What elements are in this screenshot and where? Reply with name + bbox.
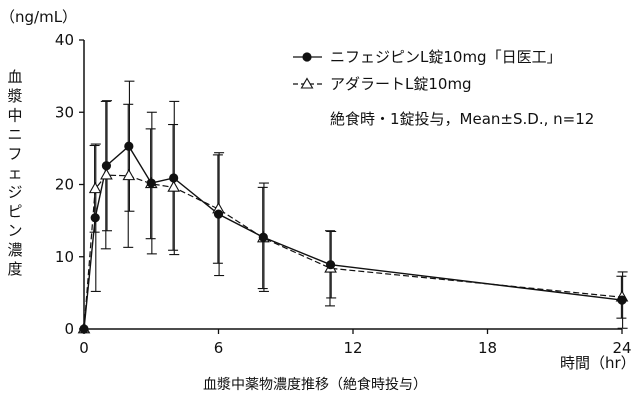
data-point-triangle [100, 168, 113, 180]
data-point-triangle [88, 181, 102, 194]
data-point-circle [617, 295, 627, 305]
data-point-circle [258, 232, 268, 242]
y-axis-ticks: 0 10 20 30 40 [55, 31, 84, 338]
x-axis-title: 時間（hr） [560, 354, 631, 372]
data-point-circle [169, 173, 179, 183]
series-lines [83, 145, 623, 330]
y-tick-label: 40 [55, 31, 74, 49]
data-point-circle [146, 178, 156, 188]
data-point-circle [325, 260, 336, 270]
y-tick-label: 10 [55, 248, 74, 266]
legend: ニフェジピンL錠10mg「日医工」 アダラートL錠10mg [293, 48, 562, 93]
data-point-triangle [122, 168, 136, 181]
data-point-circle [124, 141, 134, 151]
legend-item-series-2: アダラートL錠10mg [293, 75, 472, 93]
legend-label-series-2: アダラートL錠10mg [330, 75, 472, 93]
series-markers [77, 141, 629, 334]
y-axis-title: 血漿中ニフェジピン濃度 [7, 68, 22, 278]
figure-caption: 血漿中薬物濃度推移（絶食時投与） [203, 376, 427, 393]
x-tick-label: 12 [343, 339, 362, 357]
legend-marker-open-triangle [300, 77, 314, 89]
y-tick-label: 0 [64, 320, 74, 338]
x-tick-label: 18 [478, 339, 497, 357]
y-axis-title-text: 血漿中ニフェジピン濃度 [7, 68, 22, 278]
x-tick-label: 24 [612, 339, 631, 357]
x-axis-ticks: 0 6 12 18 24 [79, 329, 631, 357]
data-point-circle [101, 161, 112, 171]
x-tick-label: 6 [214, 339, 224, 357]
stats-annotation: 絶食時・1錠投与，Mean±S.D., n=12 [330, 110, 594, 128]
legend-item-series-1: ニフェジピンL錠10mg「日医工」 [293, 48, 562, 66]
legend-marker-filled-circle [302, 52, 312, 62]
y-axis-unit: （ng/mL） [0, 8, 77, 26]
series-line-1 [83, 145, 623, 330]
data-point-circle [213, 209, 224, 219]
data-point-circle [79, 324, 89, 334]
y-tick-label: 30 [55, 103, 74, 121]
x-tick-label: 0 [79, 339, 89, 357]
y-tick-label: 20 [55, 176, 74, 194]
data-point-circle [90, 213, 100, 223]
series-line-2 [83, 174, 623, 330]
legend-label-series-1: ニフェジピンL錠10mg「日医工」 [330, 48, 562, 66]
data-point-triangle [167, 180, 181, 192]
